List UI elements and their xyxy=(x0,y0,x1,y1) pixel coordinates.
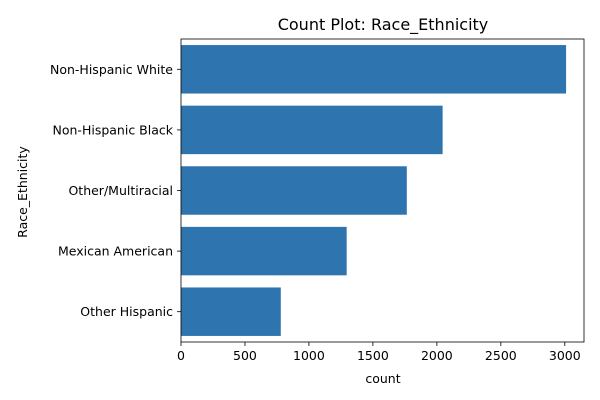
x-tick-label-2: 1000 xyxy=(293,348,325,363)
bar-0 xyxy=(181,45,567,94)
bar-4 xyxy=(181,287,281,336)
y-tick-label-3: Mexican American xyxy=(58,244,173,259)
bar-1 xyxy=(181,105,443,155)
y-tick-label-2: Other/Multiracial xyxy=(68,183,173,198)
y-tick-label-1: Non-Hispanic Black xyxy=(53,122,174,137)
y-tick-label-4: Other Hispanic xyxy=(80,304,173,319)
x-axis-label: count xyxy=(365,371,400,386)
ticks-group: Non-Hispanic White Non-Hispanic Black Othe… xyxy=(50,62,581,363)
x-tick-label-1: 500 xyxy=(233,348,257,363)
bar-3 xyxy=(181,226,347,276)
y-tick-label-0: Non-Hispanic White xyxy=(50,62,173,77)
x-tick-label-4: 2000 xyxy=(421,348,453,363)
x-tick-label-5: 2500 xyxy=(485,348,517,363)
bars-group xyxy=(181,45,567,336)
x-tick-label-6: 3000 xyxy=(549,348,581,363)
x-tick-label-0: 0 xyxy=(177,348,185,363)
bar-2 xyxy=(181,166,407,215)
chart-title: Count Plot: Race_Ethnicity xyxy=(278,15,489,35)
y-axis-label: Race_Ethnicity xyxy=(15,146,30,238)
x-tick-label-3: 1500 xyxy=(357,348,389,363)
